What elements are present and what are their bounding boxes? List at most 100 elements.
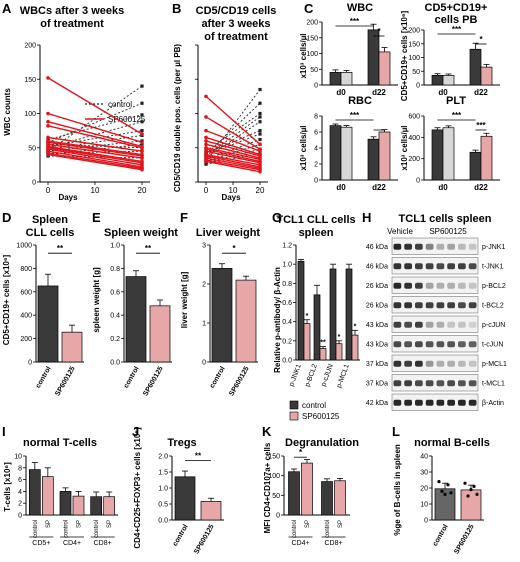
panel-c-cd-bar bbox=[480, 66, 493, 86]
panel-a-control-point bbox=[140, 142, 144, 146]
panel-i-y-tick-label: 10 bbox=[14, 454, 22, 461]
panel-d-y-label: CD5+CD19+ cells [x10⁶] bbox=[2, 254, 11, 345]
blot-band bbox=[458, 341, 466, 348]
panel-a-control-point bbox=[140, 120, 144, 124]
panel-i-y-tick-label: 6 bbox=[18, 477, 22, 484]
panel-a-sp600125-point bbox=[46, 135, 50, 140]
panel-g-y-tick-label: 0.8 bbox=[282, 281, 292, 288]
panel-c-plt-y-label: x10³ cells/µl bbox=[400, 125, 409, 170]
panel-c-rbc-y-tick-label: 2 bbox=[314, 162, 318, 169]
panel-c-plt-x-tick-label: d0 bbox=[438, 183, 448, 192]
panel-c-cd-y-tick-label: 150 bbox=[408, 41, 420, 48]
blot-band bbox=[404, 341, 412, 348]
panel-c-plt-y-tick-label: 200 bbox=[408, 156, 420, 163]
panel-h-col-sp: SP600125 bbox=[429, 227, 467, 236]
panel-g-significance-label: * bbox=[354, 323, 357, 330]
blot-band bbox=[468, 399, 477, 406]
panel-b-x-tick-label: 20 bbox=[256, 186, 265, 195]
blot-kda-label: 26 kDa bbox=[366, 302, 388, 309]
blot-band bbox=[458, 243, 466, 250]
panel-i-group-label: CD4+ bbox=[63, 540, 81, 547]
panel-c-wbc-y-tick-label: 100 bbox=[306, 51, 318, 58]
blot-band bbox=[404, 282, 412, 289]
panel-g-legend-control: control bbox=[302, 401, 326, 410]
blot-kda-label: 46 kDa bbox=[366, 263, 388, 270]
panel-b-sp600125-point bbox=[258, 149, 262, 153]
blot-band bbox=[458, 380, 466, 387]
panel-f-x-tick-label: SP600125 bbox=[228, 365, 250, 397]
blot-membrane bbox=[391, 335, 479, 353]
panel-b-sp600125-line bbox=[205, 153, 261, 166]
panel-g-y-tick-label: 1.2 bbox=[282, 243, 292, 250]
blot-band bbox=[436, 282, 445, 289]
blot-band bbox=[468, 282, 477, 289]
panel-l-data-point bbox=[463, 481, 467, 485]
panel-h-letter: H bbox=[362, 210, 371, 225]
panel-g-bar-control bbox=[297, 260, 305, 361]
panel-e-x-tick-label: control bbox=[123, 365, 141, 389]
panel-g-x-tick-label: p-MCL1 bbox=[336, 363, 351, 389]
panel-b-control-line bbox=[205, 121, 261, 159]
panel-c-plt-x-tick-label: d22 bbox=[474, 183, 488, 192]
panel-c-letter: C bbox=[304, 1, 314, 16]
blot-band bbox=[468, 321, 477, 328]
panel-c-wbc-bar bbox=[378, 51, 391, 86]
panel-g-bar-control bbox=[345, 268, 353, 361]
panel-c-wbc-x-tick-label: d22 bbox=[372, 88, 386, 97]
blot-band bbox=[436, 399, 445, 406]
blot-band bbox=[436, 243, 445, 250]
panel-i-y-tick-label: 4 bbox=[18, 489, 22, 496]
panel-a-sp600125-line bbox=[47, 136, 143, 152]
panel-g-bar-sp600125 bbox=[351, 334, 359, 361]
panel-c-wbc-bar bbox=[367, 29, 380, 86]
panel-c-rbc-y-tick-label: 6 bbox=[314, 130, 318, 137]
panel-c: C WBC CD5+CD19+ cells PB RBC PLT x10³ ce… bbox=[299, 1, 487, 171]
blot-kda-label: 37 kDa bbox=[366, 361, 388, 368]
panel-c-rbc-significance-label: *** bbox=[350, 111, 360, 120]
blot-kda-label: 26 kDa bbox=[366, 283, 388, 290]
panel-c-cd-y-label: CD5+CD19+ cells [x10⁶] bbox=[400, 10, 409, 101]
panel-i-x-tick-label: SP bbox=[46, 520, 52, 528]
panel-k-letter: K bbox=[262, 424, 272, 439]
panel-c-cd-y-tick-label: 100 bbox=[408, 55, 420, 62]
blot-band bbox=[404, 243, 412, 250]
panel-b-y-label: CD5/CD19 double pos. cells (per µl PB) bbox=[173, 44, 182, 193]
panel-l-letter: L bbox=[392, 424, 400, 439]
panel-k-y-tick-label: 100 bbox=[268, 473, 280, 480]
panel-g-x-tick-label: p-JNK1 bbox=[288, 363, 303, 387]
panel-c-plt-significance-label: *** bbox=[452, 111, 462, 120]
panel-d-bar-sp600125 bbox=[61, 331, 83, 363]
panel-c-wbc-y-label: x10³ cells/µl bbox=[299, 33, 308, 78]
blot-band bbox=[436, 263, 445, 270]
panel-c-plt-bar bbox=[442, 127, 455, 181]
blot-band bbox=[458, 282, 466, 289]
panel-i-x-tick-label: control bbox=[64, 520, 70, 538]
panel-b-sp600125-line bbox=[205, 147, 261, 161]
panel-c-cd-bar bbox=[431, 75, 444, 86]
blot-band bbox=[404, 360, 412, 367]
panel-e-y-tick-label: 0.0 bbox=[110, 360, 120, 367]
panel-c-rbc-bar bbox=[378, 131, 391, 181]
panel-k-group-label: CD4+ bbox=[291, 540, 309, 547]
panel-i-letter: I bbox=[2, 424, 6, 439]
blot-band bbox=[468, 360, 477, 367]
panel-k-y-label: MFI CD4+CD107a+ cells bbox=[263, 442, 272, 533]
panel-b-control-point bbox=[204, 162, 208, 166]
panel-b-sp600125-point bbox=[258, 142, 262, 147]
blot-band bbox=[447, 321, 455, 328]
panel-e-y-label: spleen weight [g] bbox=[92, 267, 101, 333]
panel-c-cd-significance-label: *** bbox=[452, 25, 462, 34]
panel-i-group-label: CD8+ bbox=[94, 540, 112, 547]
panel-e-y-tick-label: 0.8 bbox=[110, 266, 120, 273]
blot-band bbox=[415, 302, 423, 309]
panel-b-sp600125-point bbox=[204, 128, 208, 133]
blot-band bbox=[393, 302, 402, 309]
panel-g-y-label: Relative p-antibody/ β-Actin bbox=[273, 267, 282, 373]
panel-a-x-tick-label: 10 bbox=[91, 186, 100, 195]
panel-a-sp600125-point bbox=[140, 167, 144, 172]
panel-b-x-tick-label: 0 bbox=[204, 186, 209, 195]
blot-protein-label: p-MCL1 bbox=[482, 361, 507, 368]
panel-a-sp600125-line bbox=[47, 148, 143, 166]
panel-c-cd-x-tick-label: d0 bbox=[438, 88, 448, 97]
panel-a-legend-sp: SP600125 bbox=[108, 115, 146, 124]
